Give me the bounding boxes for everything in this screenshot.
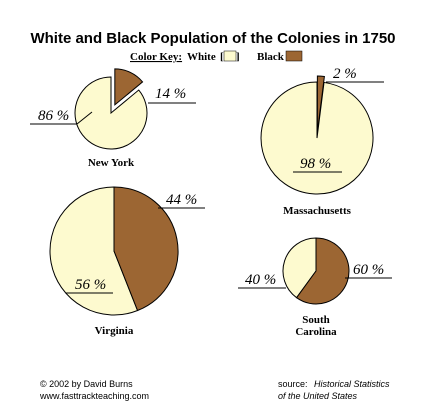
source-prefix: source: [278, 379, 308, 389]
website-text: www.fasttrackteaching.com [39, 391, 149, 401]
data-label-black-massachusetts: 2 % [333, 66, 357, 82]
source-title-line1: Historical Statistics [314, 379, 390, 389]
data-label-white-virginia: 56 % [75, 277, 106, 293]
pie-virginia: 44 % 56 % Virginia [49, 186, 205, 337]
colony-name-south-carolina: South [302, 314, 330, 326]
pie-slice-black-new york [114, 68, 144, 106]
color-key-black-label: Black [257, 51, 285, 63]
pie-slice-white-south-carolina [282, 237, 317, 299]
data-label-black-new york: 14 % [155, 86, 186, 102]
color-key-white-bracket-open: [ [220, 51, 224, 63]
data-label-white-south-carolina: 40 % [245, 272, 276, 288]
pie-slice-black-virginia [113, 186, 179, 312]
chart-title: White and Black Population of the Coloni… [30, 30, 395, 47]
color-key-black-swatch [285, 50, 303, 62]
colony-name-new york: New York [88, 157, 135, 169]
color-key-white-bracket-close: ] [236, 51, 240, 63]
color-key-white-swatch [223, 50, 237, 62]
data-label-white-massachusetts: 98 % [300, 156, 331, 172]
color-key-label: Color Key: [130, 51, 182, 63]
pie-new york: 14 % 86 % New York [30, 68, 196, 169]
data-label-black-virginia: 44 % [166, 192, 197, 208]
colony-name-massachusetts: Massachusetts [283, 205, 352, 217]
color-key: Color Key: White [ ] Black [130, 50, 303, 63]
copyright-text: © 2002 by David Burns [40, 379, 133, 389]
pie-slice-white-new york [74, 76, 148, 150]
colony-name-virginia: Virginia [95, 325, 134, 337]
data-label-black-south-carolina: 60 % [353, 262, 384, 278]
color-key-white-label: White [187, 51, 216, 63]
pie-massachusetts: 2 % 98 % Massachusetts [260, 66, 384, 217]
label-leader-white-new york [76, 111, 93, 125]
pie-slice-white-virginia [49, 186, 139, 316]
data-label-white-new york: 86 % [38, 108, 69, 124]
pie-slice-black-massachusetts [316, 75, 325, 133]
source-title-line2: of the United States [278, 391, 358, 401]
pie-charts: 14 % 86 % New York 2 % 98 % Massachusetts 44 %… [30, 66, 392, 338]
colony-name-south-carolina: Carolina [295, 326, 337, 338]
pie-slice-black-south-carolina [295, 237, 350, 305]
footer: © 2002 by David Burns www.fasttrackteach… [39, 379, 390, 401]
pie-slice-white-massachusetts [260, 81, 374, 195]
